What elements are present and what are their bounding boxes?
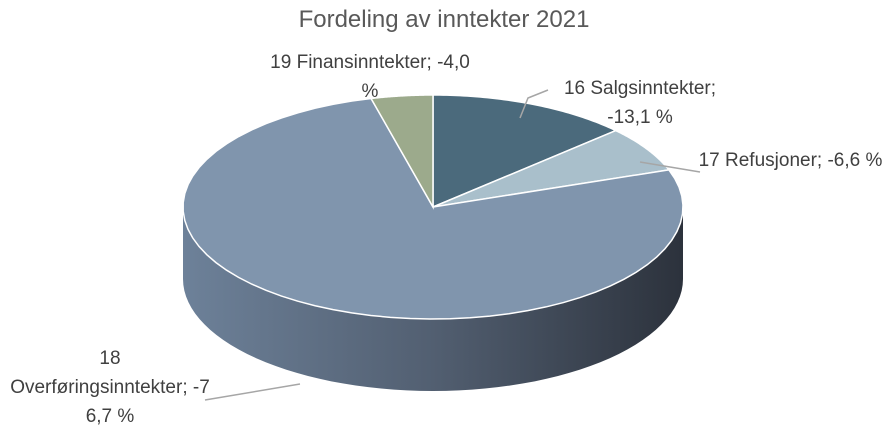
leader-line xyxy=(204,383,301,401)
slice xyxy=(432,94,618,209)
slice xyxy=(182,97,684,320)
data-label: 17 Refusjoner; -6,6 % xyxy=(698,150,883,171)
data-label: 19 Finansinntekter; -4,0 % xyxy=(270,52,470,102)
data-label: 18 Overføringsinntekter; -76,7 % xyxy=(10,348,210,427)
pie xyxy=(182,94,684,391)
slice xyxy=(432,129,671,208)
data-label: 16 Salgsinntekter; -13,1 % xyxy=(563,78,717,128)
leader-line xyxy=(639,161,701,173)
leader-line xyxy=(519,89,549,119)
slice-side xyxy=(183,207,683,391)
chart-title: Fordeling av inntekter 2021 xyxy=(298,6,590,33)
slice xyxy=(369,94,434,210)
